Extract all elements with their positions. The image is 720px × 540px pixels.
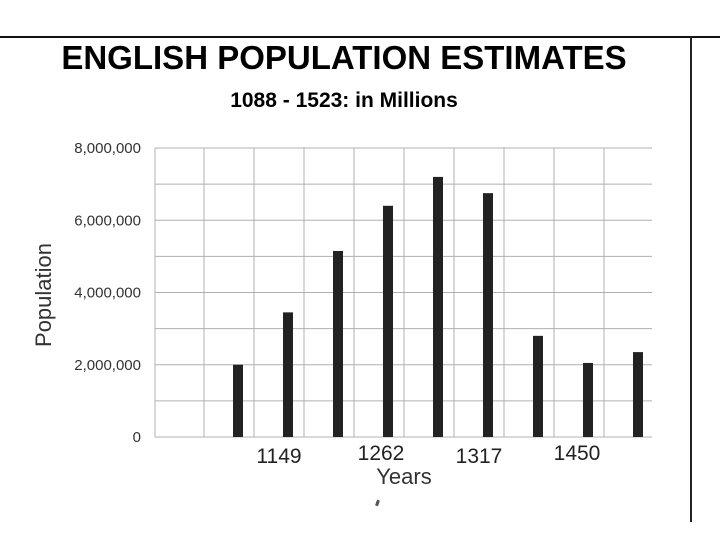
bar	[583, 362, 593, 437]
chart-title: ENGLISH POPULATION ESTIMATES	[61, 39, 626, 76]
x-tick-label: 1149	[256, 445, 301, 468]
y-axis-ticks: 0 2,000,000 4,000,000 6,000,000 8,000,000	[74, 140, 141, 446]
y-tick-label: 0	[133, 429, 141, 446]
y-tick-label: 4,000,000	[74, 285, 141, 302]
bar	[283, 312, 293, 437]
bar	[233, 364, 243, 437]
bar	[383, 205, 393, 437]
top-border	[0, 36, 720, 38]
y-axis-label: Population	[31, 243, 56, 347]
x-tick-label: 1262	[358, 442, 405, 465]
bar	[333, 250, 343, 437]
x-axis-label: Years	[376, 464, 431, 489]
bar	[633, 352, 643, 437]
x-tick-label: 1317	[456, 445, 503, 468]
y-tick-label: 8,000,000	[74, 140, 141, 157]
bar	[483, 193, 493, 437]
x-tick-label: 1450	[554, 442, 601, 465]
right-border	[690, 36, 692, 522]
bar	[433, 176, 443, 437]
grid	[154, 147, 652, 438]
x-axis-ticks: 1149 1262 1317 1450	[256, 442, 600, 468]
chart-subtitle: 1088 - 1523: in Millions	[230, 89, 458, 112]
y-tick-label: 6,000,000	[74, 212, 141, 229]
bar	[533, 335, 543, 437]
y-tick-label: 2,000,000	[74, 357, 141, 374]
bars	[233, 176, 643, 437]
